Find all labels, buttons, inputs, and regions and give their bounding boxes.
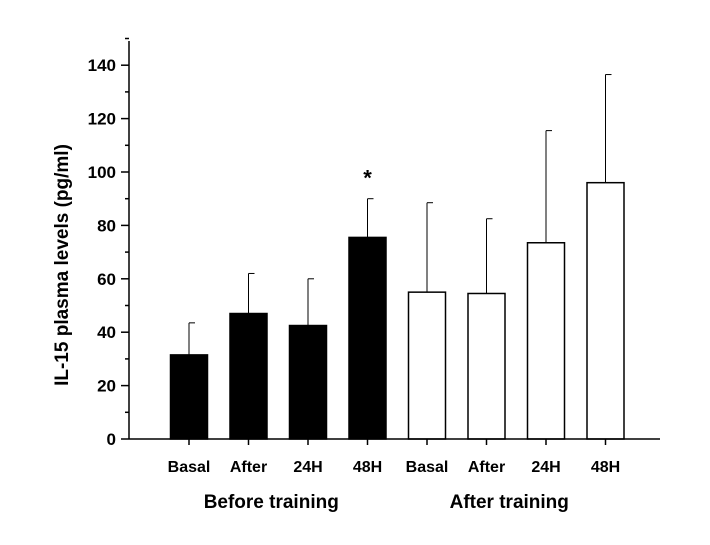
x-category-label: 48H [353, 459, 382, 476]
bar [169, 354, 209, 440]
x-category-label: Basal [168, 459, 211, 476]
group-label: After training [450, 492, 569, 513]
bar [348, 236, 387, 440]
bar [526, 242, 566, 440]
x-category-label: After [468, 459, 505, 476]
x-category-label: 24H [531, 459, 560, 476]
bar [467, 292, 506, 440]
y-tick-label: 40 [97, 323, 116, 342]
axes [121, 37, 660, 445]
bar [288, 324, 328, 440]
x-category-label: After [230, 459, 267, 476]
y-tick-label: 120 [88, 110, 116, 129]
y-tick-label: 140 [88, 56, 116, 75]
bar [586, 181, 625, 440]
bar [229, 312, 268, 440]
y-axis-title: IL-15 plasma levels (pg/ml) [52, 144, 73, 386]
x-category-label: 24H [293, 459, 322, 476]
y-tick-label: 100 [88, 163, 116, 182]
y-tick-label: 20 [97, 377, 116, 396]
bar [407, 291, 447, 440]
y-tick-label: 60 [97, 270, 116, 289]
x-category-label: Basal [406, 459, 449, 476]
y-tick-label: 80 [97, 216, 116, 235]
labels: 0 20 40 60 80 100 120 140 Basal After 24H 48H * Befor… [88, 56, 621, 513]
bars [169, 181, 625, 440]
y-tick-label: 0 [107, 430, 116, 449]
error-bars [188, 74, 612, 355]
significance-marker: * [363, 166, 372, 191]
group-label: Before training [204, 492, 339, 513]
x-category-label: 48H [591, 459, 620, 476]
